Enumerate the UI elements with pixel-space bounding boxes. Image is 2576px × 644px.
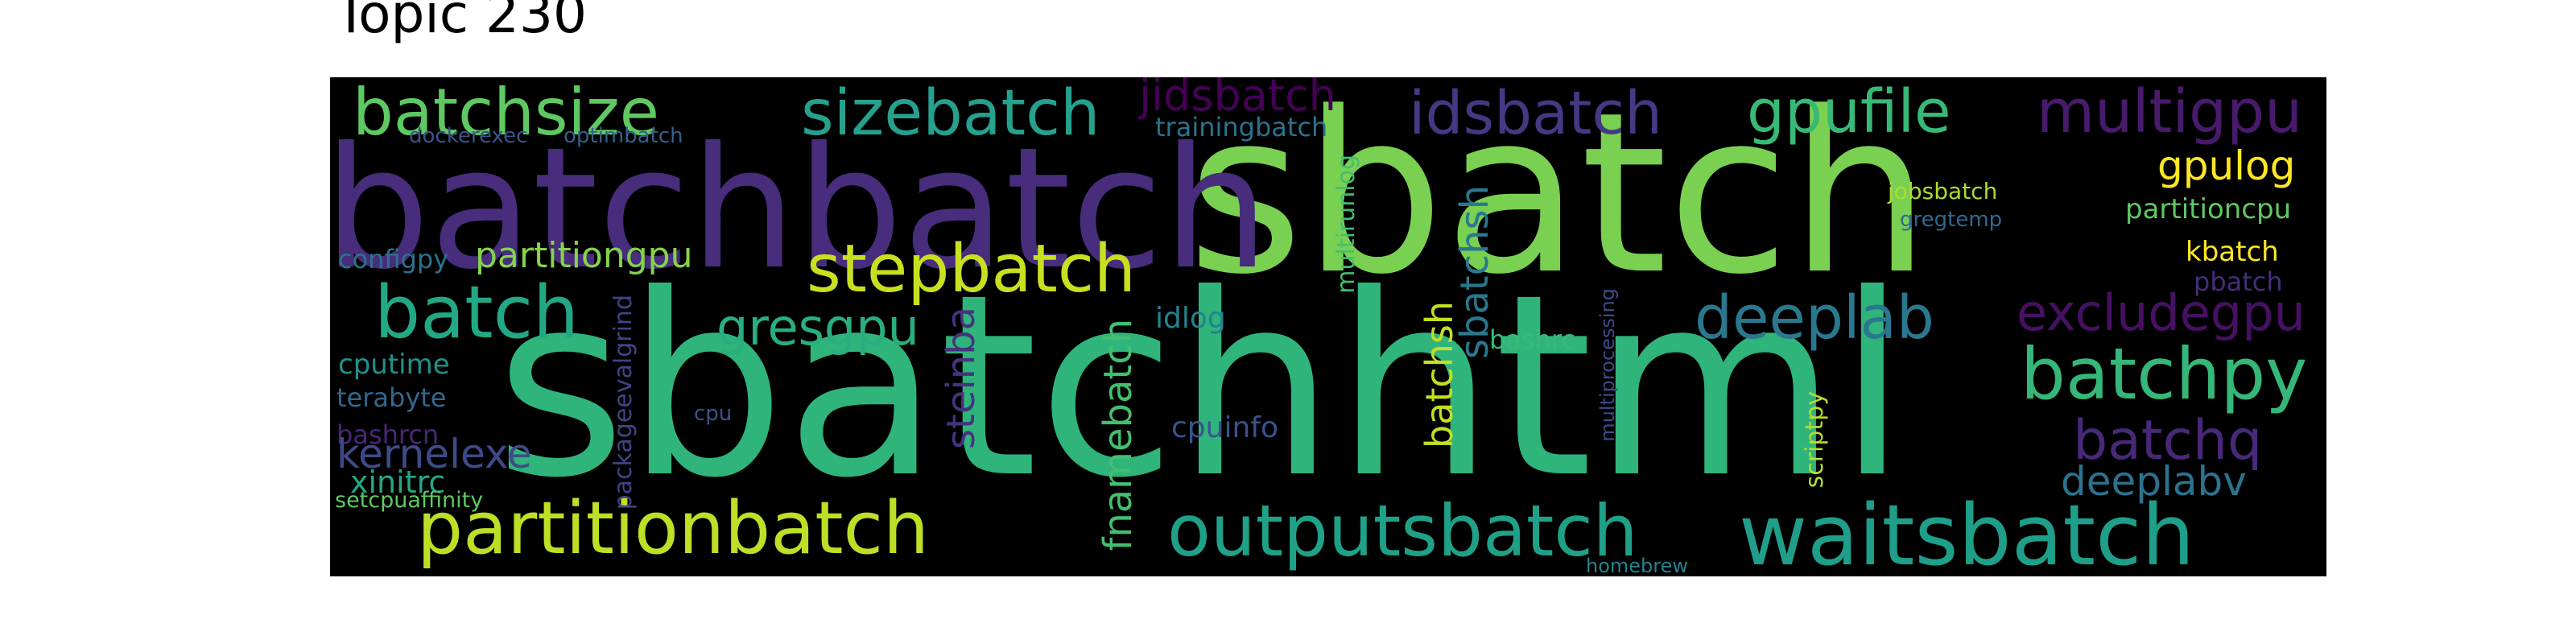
figure-title: Topic 230	[335, 0, 587, 45]
word-gregtemp: gregtemp	[1900, 208, 2003, 232]
word-batchbatch: batchbatch	[330, 112, 1269, 307]
word-waitsbatch: waitsbatch	[1739, 486, 2195, 576]
word-partitiongpu: partitiongpu	[475, 235, 693, 276]
word-terabyte: terabyte	[336, 382, 447, 413]
word-batchq: batchq	[2073, 409, 2263, 473]
word-kernelexe: kernelexe	[336, 431, 532, 477]
word-partitionbatch: partitionbatch	[417, 486, 930, 571]
word-batchpy: batchpy	[2021, 332, 2308, 415]
word-cputime: cputime	[338, 349, 450, 381]
word-multiprocessing: multiprocessing	[1596, 288, 1619, 442]
word-packageevalgrind: packageevalgrind	[609, 295, 638, 510]
word-gresgpu: gresgpu	[716, 298, 919, 357]
word-sbatchsh: sbatchsh	[1452, 185, 1497, 359]
word-deeplabv: deeplabv	[2061, 458, 2247, 505]
word-multigpu: multigpu	[2037, 77, 2302, 147]
word-sbatchhtml: sbatchhtml	[495, 240, 1908, 533]
word-bashrcn: bashrcn	[336, 419, 440, 450]
word-idlog: idlog	[1155, 302, 1226, 335]
word-stepbatch: stepbatch	[807, 231, 1136, 308]
wordcloud: sbatchhtml sbatch batchbatch batchsize s…	[330, 77, 2326, 576]
word-trainingbatch: trainingbatch	[1155, 112, 1328, 142]
word-deeplab: deeplab	[1695, 283, 1934, 353]
word-homebrew: homebrew	[1586, 555, 1689, 576]
word-jobsbatch: jobsbatch	[1888, 178, 1998, 204]
word-jidsbatch: jidsbatch	[1139, 77, 1336, 121]
word-configpy: configpy	[338, 244, 449, 275]
word-batchsize: batchsize	[353, 77, 659, 150]
word-batch: batch	[374, 270, 580, 355]
word-gpufile: gpufile	[1747, 77, 1951, 147]
word-partitioncpu: partitioncpu	[2125, 193, 2292, 225]
word-pbatch: pbatch	[2194, 266, 2283, 297]
word-optimbatch: optimbatch	[564, 124, 683, 148]
word-bashrc: bashrc	[1489, 324, 1575, 355]
word-idsbatch: idsbatch	[1409, 79, 1663, 148]
word-cpu: cpu	[694, 402, 733, 426]
word-outputsbatch: outputsbatch	[1167, 489, 1638, 572]
word-excludegpu: excludegpu	[2017, 283, 2306, 342]
word-multirunlog: multirunlog	[1332, 155, 1360, 294]
word-sbatch: sbatch	[1187, 77, 1931, 324]
word-kbatch: kbatch	[2186, 236, 2279, 268]
word-scriptpy: scriptpy	[1801, 391, 1829, 489]
word-gpulog: gpulog	[2157, 142, 2296, 189]
word-steinba: steinba	[939, 307, 984, 449]
word-dockerexec: dockerexec	[409, 124, 528, 148]
word-fnamebatch: fnamebatch	[1096, 319, 1141, 551]
word-setcpuaffinity: setcpuaffinity	[335, 488, 484, 513]
word-cpuinfo: cpuinfo	[1171, 411, 1278, 444]
word-sizebatch: sizebatch	[801, 77, 1100, 150]
word-xinitrc: xinitrc	[350, 464, 446, 500]
